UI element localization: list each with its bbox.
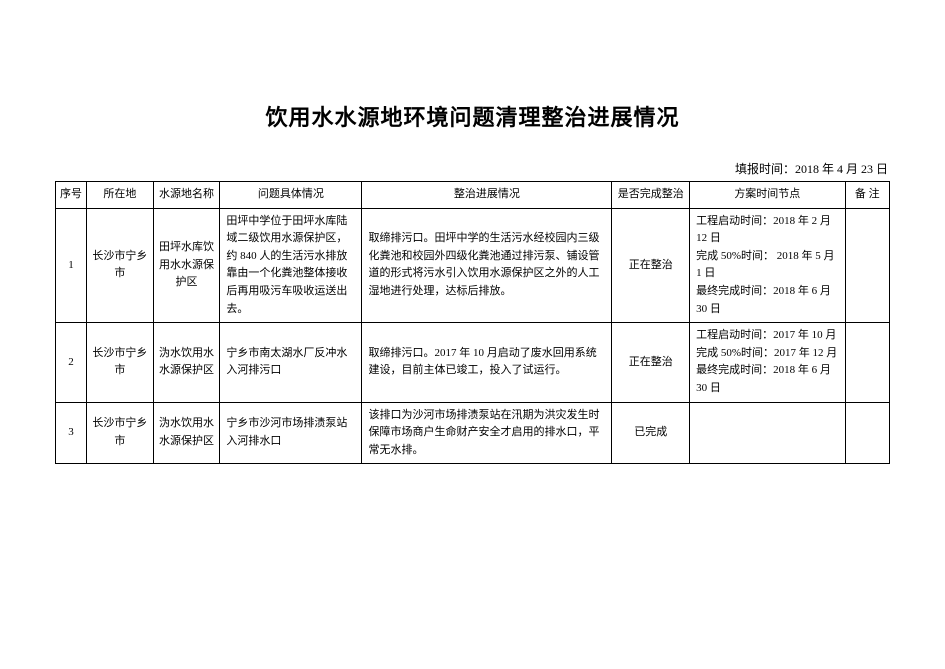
cell-progress: 取缔排污口。2017 年 10 月启动了废水回用系统建设，目前主体已竣工，投入了…: [362, 323, 612, 402]
col-index: 序号: [56, 182, 87, 209]
cell-note: [845, 402, 889, 464]
col-issue: 问题具体情况: [220, 182, 362, 209]
cell-issue: 宁乡市南太湖水厂反冲水入河排污口: [220, 323, 362, 402]
cell-issue: 宁乡市沙河市场排渍泵站入河排水口: [220, 402, 362, 464]
cell-issue: 田坪中学位于田坪水库陆域二级饮用水源保护区，约 840 人的生活污水排放靠由一个…: [220, 208, 362, 323]
cell-index: 2: [56, 323, 87, 402]
cell-index: 3: [56, 402, 87, 464]
table-header-row: 序号 所在地 水源地名称 问题具体情况 整治进展情况 是否完成整治 方案时间节点…: [56, 182, 890, 209]
cell-progress: 取缔排污口。田坪中学的生活污水经校园内三级化粪池和校园外四级化粪池通过排污泵、铺…: [362, 208, 612, 323]
report-time-label: 填报时间：: [735, 162, 795, 176]
report-time-value: 2018 年 4 月 23 日: [795, 162, 888, 176]
col-location: 所在地: [87, 182, 154, 209]
cell-note: [845, 208, 889, 323]
document-page: 饮用水水源地环境问题清理整治进展情况 填报时间：2018 年 4 月 23 日 …: [0, 0, 945, 464]
table-body: 1长沙市宁乡市田坪水库饮用水水源保护区田坪中学位于田坪水库陆域二级饮用水源保护区…: [56, 208, 890, 464]
table-row: 2长沙市宁乡市沩水饮用水水源保护区宁乡市南太湖水厂反冲水入河排污口取缔排污口。2…: [56, 323, 890, 402]
col-completed: 是否完成整治: [612, 182, 690, 209]
cell-location: 长沙市宁乡市: [87, 402, 154, 464]
col-plan: 方案时间节点: [690, 182, 845, 209]
cell-location: 长沙市宁乡市: [87, 323, 154, 402]
col-note: 备 注: [845, 182, 889, 209]
table-row: 3长沙市宁乡市沩水饮用水水源保护区宁乡市沙河市场排渍泵站入河排水口该排口为沙河市…: [56, 402, 890, 464]
cell-source: 沩水饮用水水源保护区: [153, 323, 220, 402]
cell-plan: 工程启动时间：2017 年 10 月完成 50%时间：2017 年 12 月最终…: [690, 323, 845, 402]
col-source: 水源地名称: [153, 182, 220, 209]
cell-plan: [690, 402, 845, 464]
remediation-table: 序号 所在地 水源地名称 问题具体情况 整治进展情况 是否完成整治 方案时间节点…: [55, 181, 890, 464]
cell-completed: 已完成: [612, 402, 690, 464]
col-progress: 整治进展情况: [362, 182, 612, 209]
cell-location: 长沙市宁乡市: [87, 208, 154, 323]
cell-source: 沩水饮用水水源保护区: [153, 402, 220, 464]
cell-plan: 工程启动时间：2018 年 2 月 12 日完成 50%时间： 2018 年 5…: [690, 208, 845, 323]
cell-note: [845, 323, 889, 402]
table-row: 1长沙市宁乡市田坪水库饮用水水源保护区田坪中学位于田坪水库陆域二级饮用水源保护区…: [56, 208, 890, 323]
cell-progress: 该排口为沙河市场排渍泵站在汛期为洪灾发生时保障市场商户生命财产安全才启用的排水口…: [362, 402, 612, 464]
report-time: 填报时间：2018 年 4 月 23 日: [55, 160, 890, 177]
cell-index: 1: [56, 208, 87, 323]
cell-completed: 正在整治: [612, 208, 690, 323]
cell-completed: 正在整治: [612, 323, 690, 402]
cell-source: 田坪水库饮用水水源保护区: [153, 208, 220, 323]
page-title: 饮用水水源地环境问题清理整治进展情况: [55, 100, 890, 132]
